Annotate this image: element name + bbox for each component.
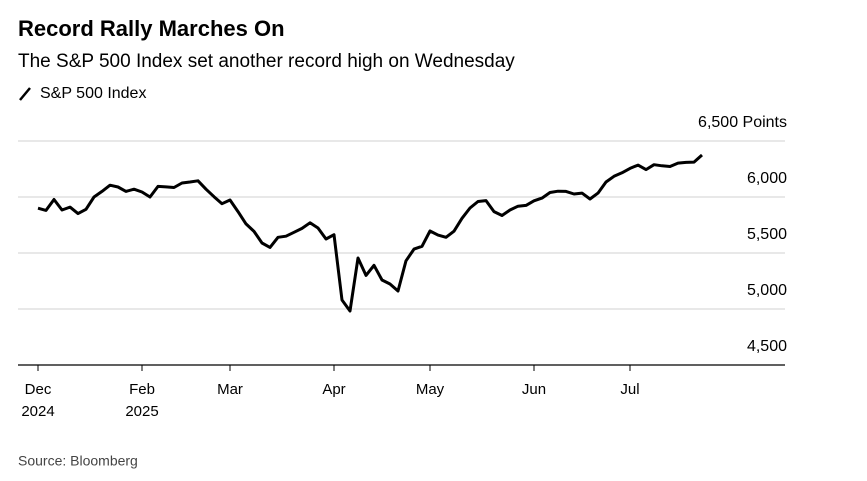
- chart-title: Record Rally Marches On: [18, 16, 285, 41]
- x-tick-label: Feb 2025: [125, 381, 159, 420]
- x-tick-label: May: [415, 381, 445, 398]
- source: Source: Bloomberg: [18, 453, 138, 469]
- y-tick-label: 5,500: [747, 226, 787, 243]
- x-tick-label: Mar: [217, 381, 243, 398]
- y-tick-label: 6,500 Points: [698, 114, 787, 131]
- x-tick-label: Jun: [521, 381, 547, 398]
- x-tick-label: Jul: [620, 381, 640, 398]
- x-tick-label: Dec 2024: [21, 381, 55, 420]
- line-series: [37, 153, 703, 313]
- y-tick-label: 5,000: [747, 282, 787, 299]
- legend-label: S&P 500 Index: [40, 85, 146, 102]
- chart-subtitle: The S&P 500 Index set another record hig…: [18, 51, 515, 72]
- legend-swatch: [19, 87, 31, 101]
- y-tick-label: 4,500: [747, 338, 787, 355]
- y-tick-label: 6,000: [747, 170, 787, 187]
- x-tick-label: Apr: [322, 381, 346, 398]
